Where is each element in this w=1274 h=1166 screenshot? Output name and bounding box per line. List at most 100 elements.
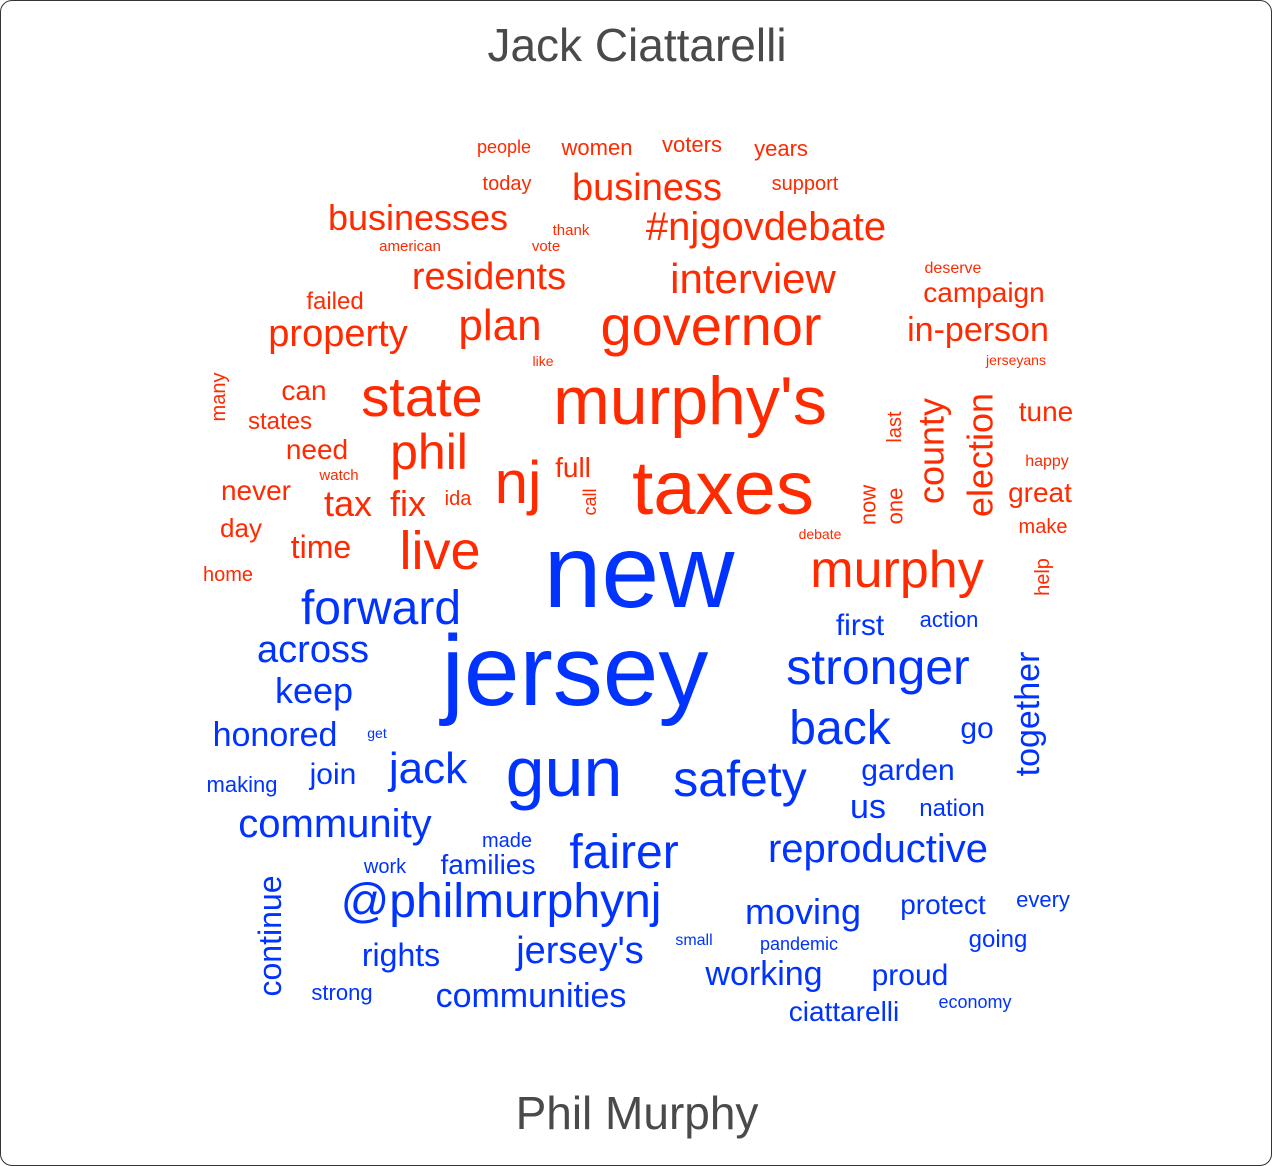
word-ciattarelli-6: support: [772, 173, 839, 195]
word-ciattarelli-10: american: [379, 238, 441, 255]
word-ciattarelli-40: nj: [495, 449, 542, 516]
word-ciattarelli-30: election: [960, 393, 1001, 517]
word-ciattarelli-0: people: [477, 137, 531, 157]
word-ciattarelli-32: need: [286, 434, 348, 465]
word-ciattarelli-49: debate: [799, 526, 842, 542]
word-murphy-21: community: [238, 802, 431, 846]
word-murphy-32: small: [675, 932, 712, 949]
word-murphy-30: protect: [900, 889, 986, 920]
word-ciattarelli-9: #njgovdebate: [646, 205, 886, 249]
word-murphy-23: fairer: [569, 826, 678, 879]
word-ciattarelli-11: vote: [532, 238, 560, 255]
group-title-top: Jack Ciattarelli: [487, 19, 787, 71]
word-ciattarelli-18: plan: [458, 301, 541, 350]
word-ciattarelli-33: phil: [390, 424, 468, 480]
word-ciattarelli-3: years: [754, 136, 808, 161]
word-murphy-19: us: [850, 788, 886, 826]
word-ciattarelli-47: make: [1019, 516, 1068, 538]
word-ciattarelli-46: great: [1008, 477, 1072, 508]
word-ciattarelli-4: today: [483, 173, 532, 195]
word-ciattarelli-1: women: [561, 135, 633, 160]
word-ciattarelli-14: deserve: [925, 260, 982, 277]
word-murphy-7: together: [1009, 652, 1047, 777]
word-murphy-27: continue: [252, 876, 288, 997]
word-ciattarelli-19: governor: [600, 294, 821, 357]
word-ciattarelli-39: ida: [445, 488, 473, 510]
word-murphy-31: every: [1016, 887, 1070, 912]
word-murphy-15: jack: [387, 744, 468, 793]
word-murphy-11: back: [789, 702, 891, 755]
word-murphy-28: @philmurphynj: [341, 875, 662, 928]
word-ciattarelli-51: live: [399, 521, 480, 581]
word-murphy-13: making: [207, 772, 278, 797]
word-ciattarelli-52: murphy: [810, 541, 983, 599]
word-murphy-9: honored: [213, 716, 338, 754]
word-ciattarelli-34: watch: [318, 467, 358, 484]
word-murphy-14: join: [309, 758, 357, 791]
word-murphy-42: economy: [938, 992, 1011, 1012]
word-murphy-17: safety: [673, 751, 806, 807]
word-murphy-12: go: [960, 712, 993, 745]
word-murphy-18: garden: [861, 754, 954, 787]
word-murphy-37: working: [704, 955, 822, 993]
word-ciattarelli-31: tune: [1019, 396, 1074, 427]
word-ciattarelli-54: help: [1032, 558, 1054, 596]
word-murphy-26: families: [441, 849, 536, 880]
word-murphy-4: across: [257, 629, 369, 671]
word-murphy-8: keep: [275, 670, 353, 711]
word-ciattarelli-25: states: [248, 408, 312, 435]
word-ciattarelli-43: taxes: [632, 446, 814, 531]
word-murphy-16: gun: [506, 733, 623, 811]
word-murphy-36: jersey's: [515, 930, 644, 972]
word-ciattarelli-35: happy: [1025, 453, 1069, 470]
word-ciattarelli-38: fix: [390, 483, 426, 524]
word-murphy-10: get: [367, 725, 387, 741]
word-ciattarelli-41: full: [555, 452, 591, 483]
word-murphy-0: new: [544, 514, 736, 630]
word-ciattarelli-15: failed: [306, 288, 363, 315]
word-ciattarelli-5: business: [572, 167, 722, 209]
word-murphy-22: made: [482, 830, 532, 852]
word-ciattarelli-28: last: [884, 411, 906, 443]
word-murphy-5: jersey: [439, 615, 709, 727]
word-ciattarelli-23: many: [208, 373, 230, 422]
word-murphy-24: reproductive: [768, 827, 988, 871]
word-ciattarelli-48: day: [220, 513, 262, 543]
word-ciattarelli-17: property: [268, 313, 407, 355]
word-murphy-2: first: [836, 609, 885, 642]
word-ciattarelli-8: thank: [553, 222, 590, 239]
word-murphy-40: communities: [436, 977, 627, 1015]
word-murphy-6: stronger: [786, 639, 969, 695]
word-ciattarelli-16: campaign: [923, 277, 1044, 308]
word-ciattarelli-21: like: [532, 353, 553, 369]
word-murphy-3: action: [920, 607, 979, 632]
word-ciattarelli-50: time: [291, 529, 351, 565]
word-murphy-41: ciattarelli: [789, 996, 899, 1027]
word-ciattarelli-26: state: [361, 365, 482, 428]
word-ciattarelli-24: can: [281, 375, 326, 406]
word-ciattarelli-29: county: [911, 398, 952, 504]
word-murphy-38: proud: [872, 959, 949, 992]
group-title-bottom: Phil Murphy: [515, 1087, 759, 1139]
word-ciattarelli-22: jerseyans: [985, 352, 1046, 368]
word-ciattarelli-27: murphy's: [553, 363, 827, 439]
word-ciattarelli-7: businesses: [328, 197, 508, 238]
word-ciattarelli-2: voters: [662, 132, 722, 157]
word-murphy-20: nation: [919, 795, 984, 822]
word-ciattarelli-36: never: [221, 475, 291, 506]
word-murphy-1: forward: [301, 582, 461, 635]
word-murphy-39: strong: [311, 980, 372, 1005]
word-murphy-25: work: [363, 856, 407, 878]
word-ciattarelli-20: in-person: [907, 311, 1049, 349]
word-murphy-33: pandemic: [760, 934, 838, 954]
word-ciattarelli-53: home: [203, 564, 253, 586]
word-ciattarelli-13: interview: [670, 255, 836, 302]
word-ciattarelli-12: residents: [412, 256, 566, 298]
word-ciattarelli-37: tax: [324, 483, 372, 524]
word-ciattarelli-45: one: [883, 488, 908, 525]
word-murphy-35: rights: [362, 937, 440, 973]
word-murphy-29: moving: [745, 891, 861, 932]
word-ciattarelli-44: now: [856, 485, 881, 525]
